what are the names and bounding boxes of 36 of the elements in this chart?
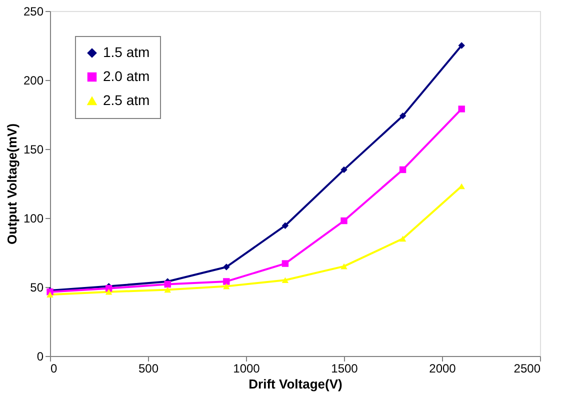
x-tick-label: 1500 <box>331 362 358 376</box>
y-tick-label: 100 <box>23 212 44 226</box>
point <box>340 217 348 224</box>
legend-label: 2.5 atm <box>103 92 150 108</box>
y-tick-label: 50 <box>30 280 44 294</box>
y-tick-label: 150 <box>23 142 44 156</box>
point <box>164 280 171 288</box>
point <box>399 236 406 242</box>
point <box>164 286 171 293</box>
point <box>458 183 465 190</box>
x-tick-label: 1000 <box>233 362 260 376</box>
point <box>105 288 112 295</box>
y-axis-title: Output Voltage(mV) <box>4 123 20 245</box>
y-tick-label: 200 <box>23 74 44 88</box>
legend-label: 2.0 atm <box>103 68 150 84</box>
x-tick-label: 500 <box>138 362 159 376</box>
point <box>282 260 289 267</box>
point <box>223 283 230 290</box>
point <box>282 277 289 284</box>
point <box>340 166 348 174</box>
x-tick-label: 2000 <box>429 362 456 376</box>
point <box>46 292 54 298</box>
x-tick-label: 2500 <box>514 362 541 376</box>
y-tick-label: 250 <box>23 4 44 18</box>
point <box>282 222 289 229</box>
legend-label: 1.5 atm <box>103 44 150 60</box>
point <box>399 112 406 120</box>
y-tick-label: 0 <box>36 350 44 364</box>
x-axis-title: Drift Voltage(V) <box>248 376 342 392</box>
point <box>458 42 465 49</box>
point <box>399 166 406 174</box>
x-tick-label: 0 <box>50 362 58 376</box>
point <box>223 278 230 285</box>
point <box>458 106 465 112</box>
point <box>340 263 348 270</box>
point <box>223 264 230 270</box>
